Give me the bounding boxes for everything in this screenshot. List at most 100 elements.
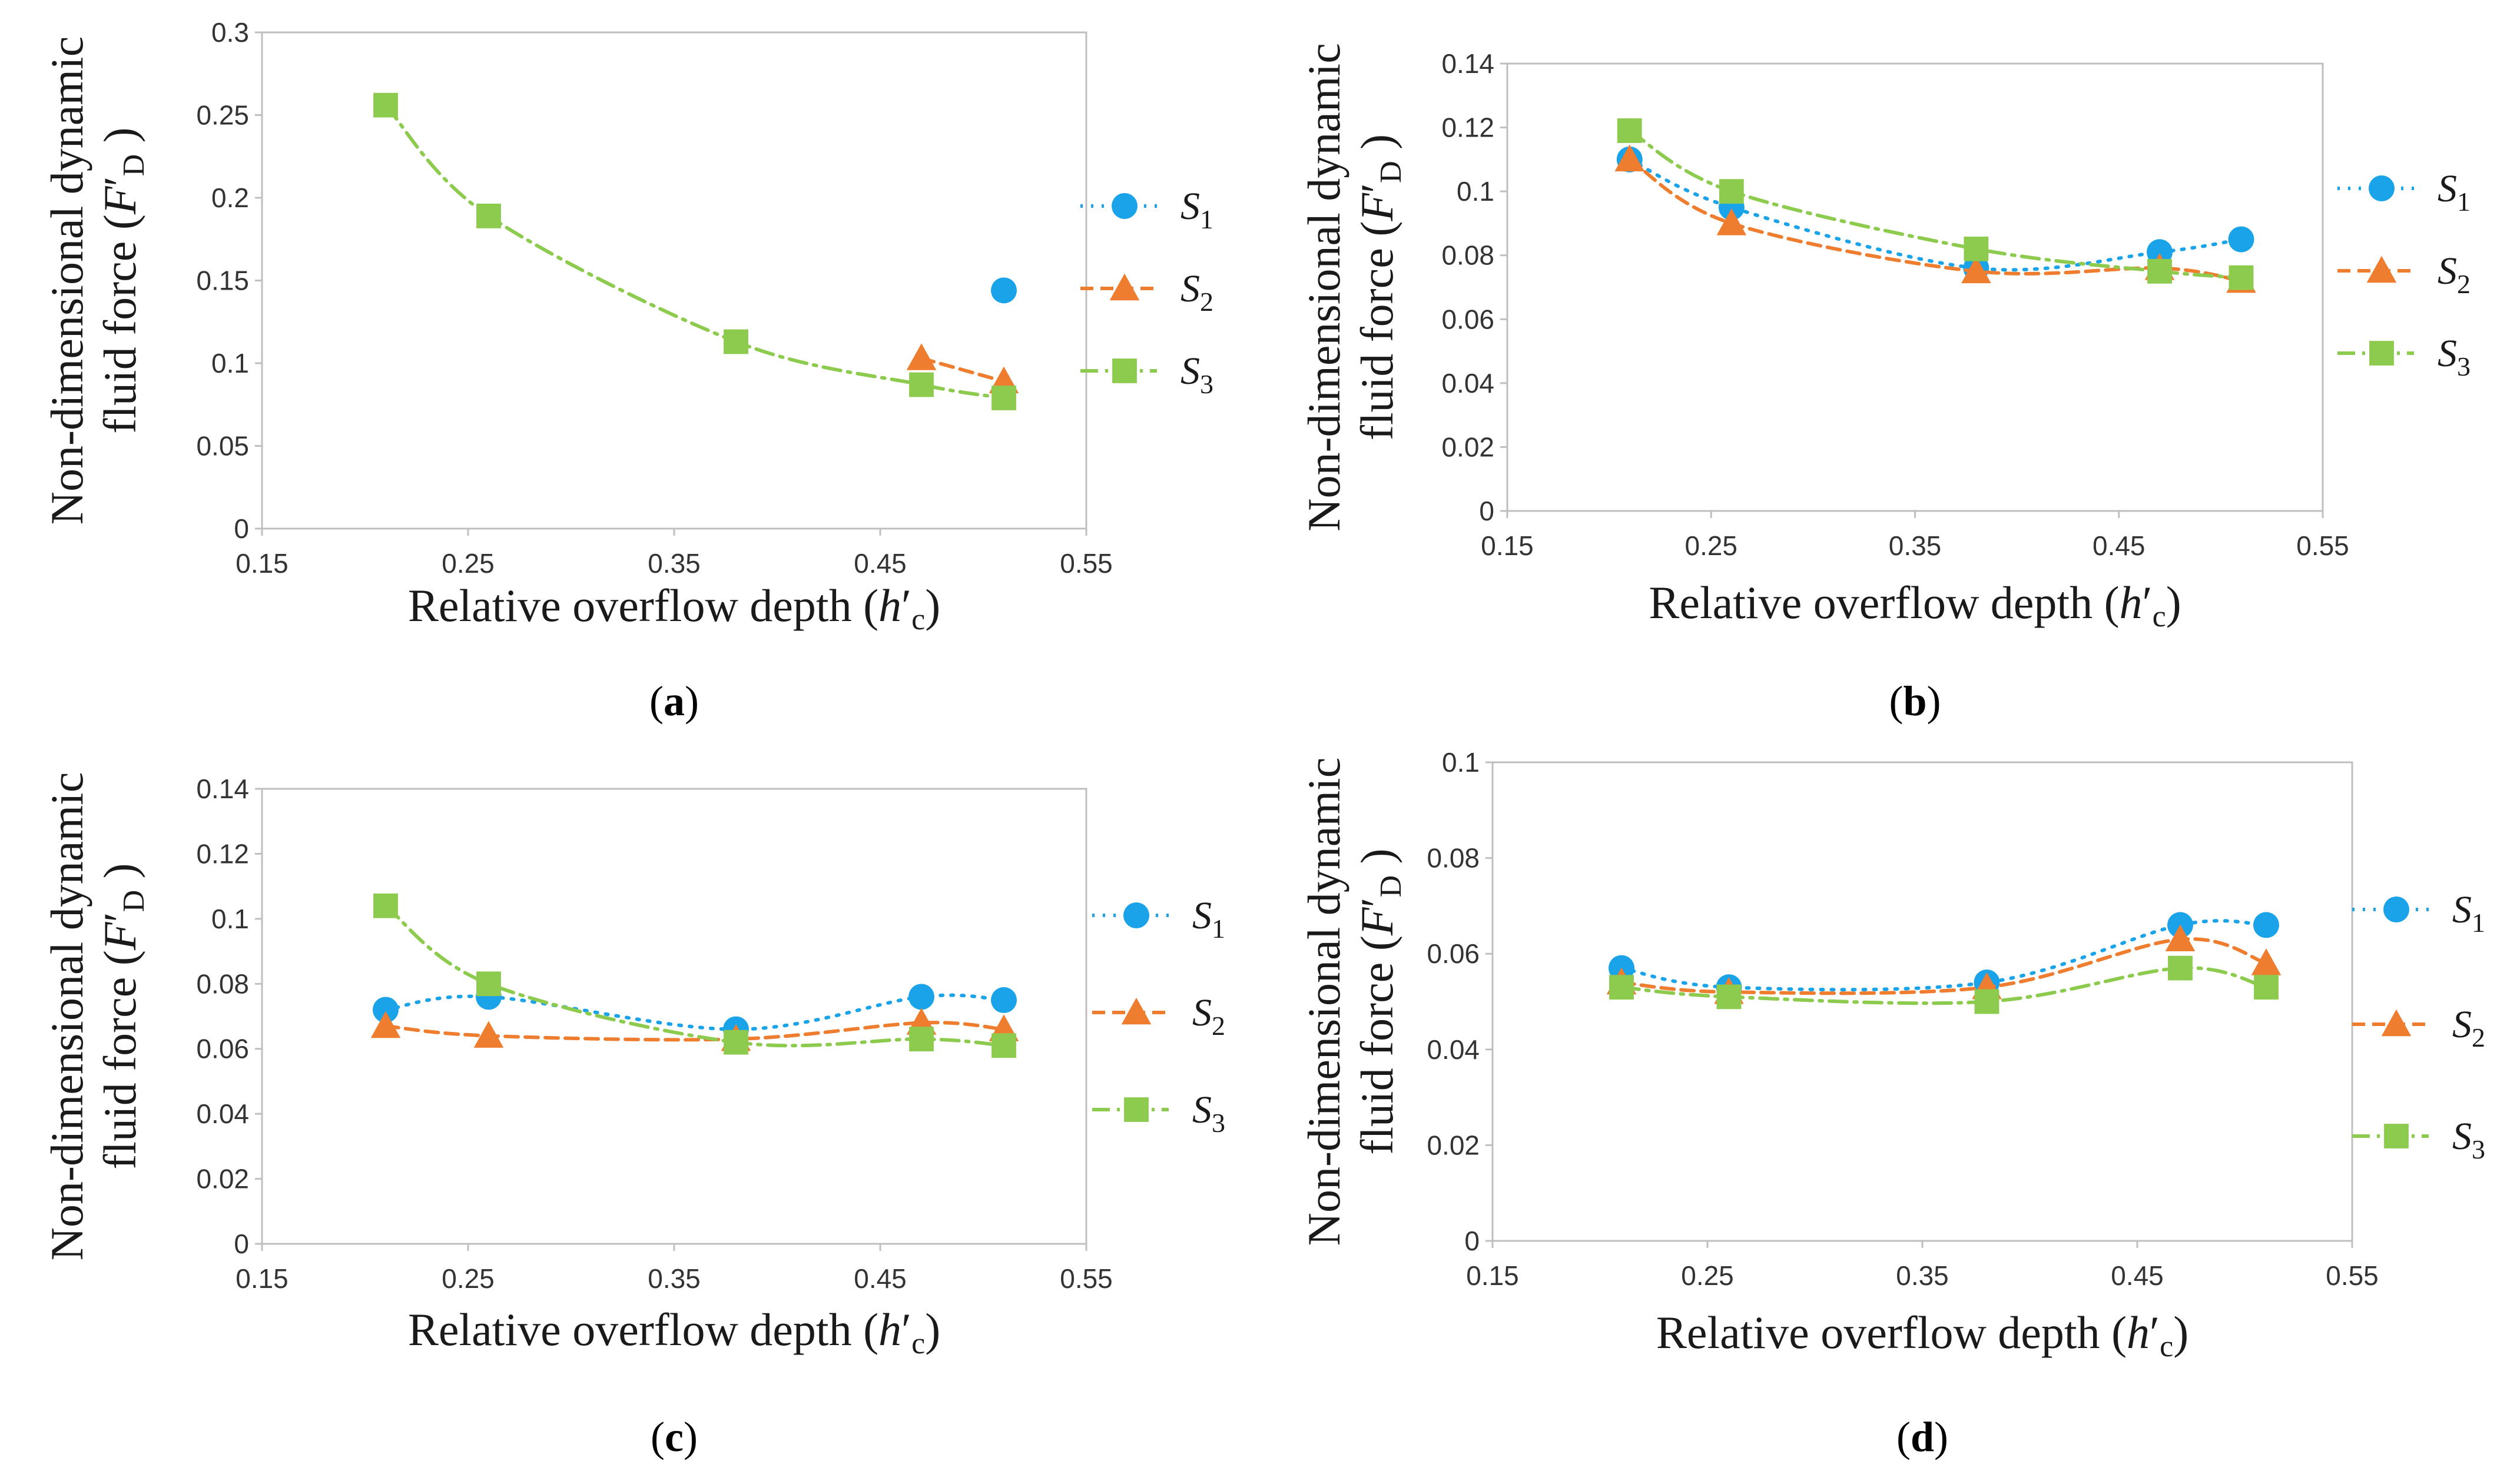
y-tick-label: 0.04 [196,1098,249,1129]
legend-label: S2 [1192,991,1225,1041]
legend-item-s1: S1 [1080,185,1213,234]
y-tick-label: 0.3 [211,17,249,48]
data-point-s3 [1716,984,1742,1010]
legend-marker [2369,341,2394,366]
y-tick-label: 0.02 [1441,431,1494,462]
data-point-s3 [1964,236,1989,261]
y-axis-label-line1: Non-dimensional dynamic [1298,758,1349,1246]
data-point-s1 [2253,912,2279,938]
legend-label: S1 [1180,185,1213,234]
y-axis-label-line2: fluid force (F′D ) [1351,848,1408,1154]
x-tick-label: 0.55 [2326,1260,2379,1291]
legend-label: S2 [2438,250,2471,299]
plot-frame [1491,761,2353,1242]
x-tick-label: 0.35 [1896,1260,1949,1291]
y-tick-label: 0.02 [196,1164,249,1194]
legend-marker [1124,1097,1149,1122]
data-point-s3 [909,1027,934,1052]
legend-label: S1 [2452,888,2485,938]
data-point-s3 [2229,265,2254,290]
y-axis-label-line1: Non-dimensional dynamic [1298,43,1349,532]
panel-caption: (c) [651,1413,698,1460]
x-tick-label: 0.35 [648,548,701,579]
x-tick-label: 0.15 [236,548,289,579]
legend-label: S1 [1192,894,1225,944]
data-point-s1 [991,987,1017,1013]
y-axis-label-line2: fluid force (F′D ) [94,127,151,433]
y-tick-label: 0.12 [196,838,249,869]
x-tick-label: 0.25 [442,1263,495,1294]
x-tick-label: 0.45 [854,1263,907,1294]
data-point-s3 [724,1030,748,1055]
y-tick-label: 0 [234,1229,249,1259]
legend-marker [2369,175,2395,201]
x-axis-label: Relative overflow depth (h′c) [1656,1307,2188,1363]
data-point-s2 [2251,948,2282,975]
series-line-s3 [384,103,1006,400]
data-point-s3 [1609,975,1634,1000]
x-axis-label: Relative overflow depth (h′c) [408,580,940,636]
x-tick-label: 0.55 [1060,548,1113,579]
legend-marker [1123,902,1149,928]
panel-caption: (b) [1889,678,1941,725]
legend-label: S2 [1180,267,1213,317]
x-tick-label: 0.55 [1060,1263,1113,1294]
y-tick-label: 0.1 [1457,176,1494,207]
y-tick-label: 0 [1464,1226,1480,1256]
data-point-s3 [1974,989,1999,1014]
legend-item-s2: S2 [2337,250,2471,299]
data-point-s3 [373,92,398,118]
legend-item-s3: S3 [1092,1088,1225,1138]
panel-caption: (d) [1896,1413,1948,1460]
x-axis-label: Relative overflow depth (h′c) [1649,577,2181,633]
x-axis-label: Relative overflow depth (h′c) [408,1304,940,1360]
legend-item-s1: S1 [2337,167,2471,217]
x-tick-label: 0.35 [1889,530,1942,561]
data-point-s2 [2165,924,2196,952]
data-point-s3 [2168,955,2193,981]
x-tick-label: 0.45 [2111,1260,2164,1291]
y-tick-label: 0.15 [196,265,249,296]
y-axis-label-line2: fluid force (F′D ) [1351,134,1408,440]
legend-marker [1112,193,1138,219]
y-tick-label: 0.04 [1427,1034,1480,1065]
x-tick-label: 0.35 [648,1263,701,1294]
legend-label: S3 [1192,1088,1225,1138]
y-tick-label: 0.12 [1441,112,1494,143]
x-tick-label: 0.45 [2093,530,2146,561]
data-point-s3 [1719,179,1744,204]
panel-caption: (a) [649,678,699,725]
data-point-s3 [991,1033,1016,1058]
data-point-s3 [1617,118,1642,143]
data-point-s1 [991,277,1017,304]
y-tick-label: 0.08 [196,968,249,999]
y-tick-label: 0.14 [1441,48,1494,79]
data-point-s1 [2228,226,2254,253]
y-tick-label: 0 [1479,496,1494,526]
x-tick-label: 0.15 [236,1263,289,1294]
data-point-s3 [724,329,748,354]
legend-label: S3 [2438,332,2471,381]
x-tick-label: 0.25 [442,548,495,579]
legend-item-s3: S3 [1080,350,1213,399]
legend-label: S2 [2452,1003,2485,1053]
y-tick-label: 0.06 [196,1034,249,1064]
series-line-s1 [1627,157,2243,272]
y-axis-label-line1: Non-dimensional dynamic [41,772,92,1261]
legend-marker [2366,255,2397,283]
legend-item-s2: S2 [2352,1003,2485,1053]
data-point-s2 [473,1021,504,1048]
data-point-s1 [373,997,399,1023]
y-tick-label: 0 [234,513,249,544]
chart-panel-a: 0 0.05 0.1 0.15 0.2 0.25 0.3 0.15 0.25 0.35 0.45 0.… [41,17,1213,725]
legend-item-s1: S1 [1092,894,1225,944]
x-tick-label: 0.45 [854,548,907,579]
legend-item-s3: S3 [2352,1115,2485,1164]
data-point-s3 [2147,258,2172,284]
data-point-s2 [906,343,937,370]
legend-item-s3: S3 [2337,332,2471,381]
y-tick-label: 0.25 [196,100,249,131]
data-point-s3 [909,372,934,397]
legend-label: S3 [1180,350,1213,399]
